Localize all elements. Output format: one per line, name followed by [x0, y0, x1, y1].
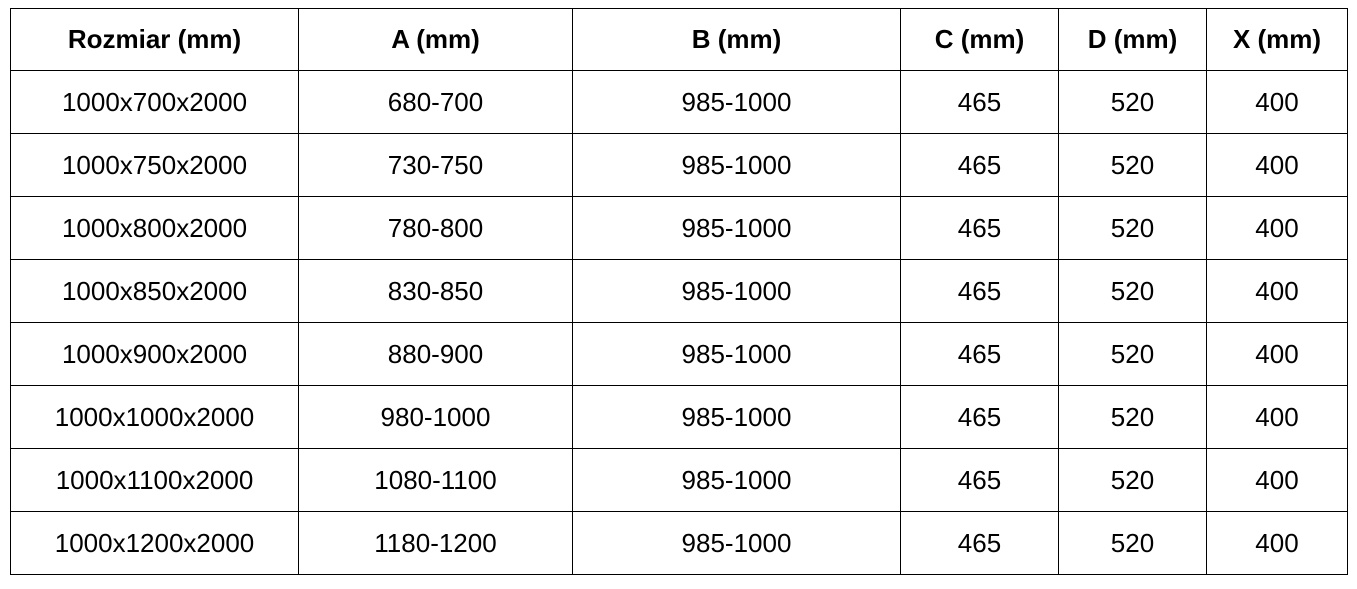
cell-size: 1000x900x2000: [10, 322, 299, 386]
table-row: 1000x1200x2000 1180-1200 985-1000 465 520 400: [10, 511, 1348, 575]
cell-c: 465: [900, 511, 1059, 575]
cell-d: 520: [1058, 385, 1207, 449]
cell-size: 1000x1200x2000: [10, 511, 299, 575]
cell-size: 1000x1100x2000: [10, 448, 299, 512]
cell-a: 980-1000: [298, 385, 573, 449]
table-row: 1000x900x2000 880-900 985-1000 465 520 400: [10, 322, 1348, 386]
cell-b: 985-1000: [572, 448, 901, 512]
cell-c: 465: [900, 385, 1059, 449]
cell-a: 1080-1100: [298, 448, 573, 512]
cell-c: 465: [900, 448, 1059, 512]
column-header-a: A (mm): [298, 8, 573, 71]
column-header-x: X (mm): [1206, 8, 1348, 71]
cell-x: 400: [1206, 448, 1348, 512]
table-row: 1000x800x2000 780-800 985-1000 465 520 400: [10, 196, 1348, 260]
cell-a: 880-900: [298, 322, 573, 386]
cell-a: 780-800: [298, 196, 573, 260]
cell-x: 400: [1206, 511, 1348, 575]
cell-c: 465: [900, 259, 1059, 323]
cell-d: 520: [1058, 133, 1207, 197]
cell-d: 520: [1058, 511, 1207, 575]
cell-x: 400: [1206, 70, 1348, 134]
cell-b: 985-1000: [572, 322, 901, 386]
cell-x: 400: [1206, 133, 1348, 197]
table-row: 1000x850x2000 830-850 985-1000 465 520 400: [10, 259, 1348, 323]
cell-a: 1180-1200: [298, 511, 573, 575]
table-row: 1000x750x2000 730-750 985-1000 465 520 400: [10, 133, 1348, 197]
cell-d: 520: [1058, 259, 1207, 323]
header-row: Rozmiar (mm) A (mm) B (mm) C (mm) D (mm) X (m…: [10, 8, 1348, 71]
cell-b: 985-1000: [572, 385, 901, 449]
cell-c: 465: [900, 196, 1059, 260]
cell-d: 520: [1058, 448, 1207, 512]
dimensions-table: Rozmiar (mm) A (mm) B (mm) C (mm) D (mm) X (m…: [10, 8, 1348, 575]
column-header-size: Rozmiar (mm): [10, 8, 299, 71]
cell-b: 985-1000: [572, 70, 901, 134]
cell-x: 400: [1206, 322, 1348, 386]
cell-d: 520: [1058, 70, 1207, 134]
cell-size: 1000x750x2000: [10, 133, 299, 197]
cell-b: 985-1000: [572, 196, 901, 260]
cell-a: 830-850: [298, 259, 573, 323]
cell-x: 400: [1206, 196, 1348, 260]
cell-size: 1000x850x2000: [10, 259, 299, 323]
column-header-c: C (mm): [900, 8, 1059, 71]
cell-size: 1000x800x2000: [10, 196, 299, 260]
column-header-b: B (mm): [572, 8, 901, 71]
cell-a: 730-750: [298, 133, 573, 197]
cell-b: 985-1000: [572, 259, 901, 323]
cell-c: 465: [900, 133, 1059, 197]
cell-c: 465: [900, 322, 1059, 386]
column-header-d: D (mm): [1058, 8, 1207, 71]
cell-c: 465: [900, 70, 1059, 134]
table-row: 1000x700x2000 680-700 985-1000 465 520 400: [10, 70, 1348, 134]
table-row: 1000x1000x2000 980-1000 985-1000 465 520 400: [10, 385, 1348, 449]
cell-x: 400: [1206, 259, 1348, 323]
cell-b: 985-1000: [572, 133, 901, 197]
cell-size: 1000x700x2000: [10, 70, 299, 134]
cell-x: 400: [1206, 385, 1348, 449]
table-row: 1000x1100x2000 1080-1100 985-1000 465 520 400: [10, 448, 1348, 512]
cell-d: 520: [1058, 196, 1207, 260]
cell-d: 520: [1058, 322, 1207, 386]
cell-size: 1000x1000x2000: [10, 385, 299, 449]
cell-b: 985-1000: [572, 511, 901, 575]
cell-a: 680-700: [298, 70, 573, 134]
